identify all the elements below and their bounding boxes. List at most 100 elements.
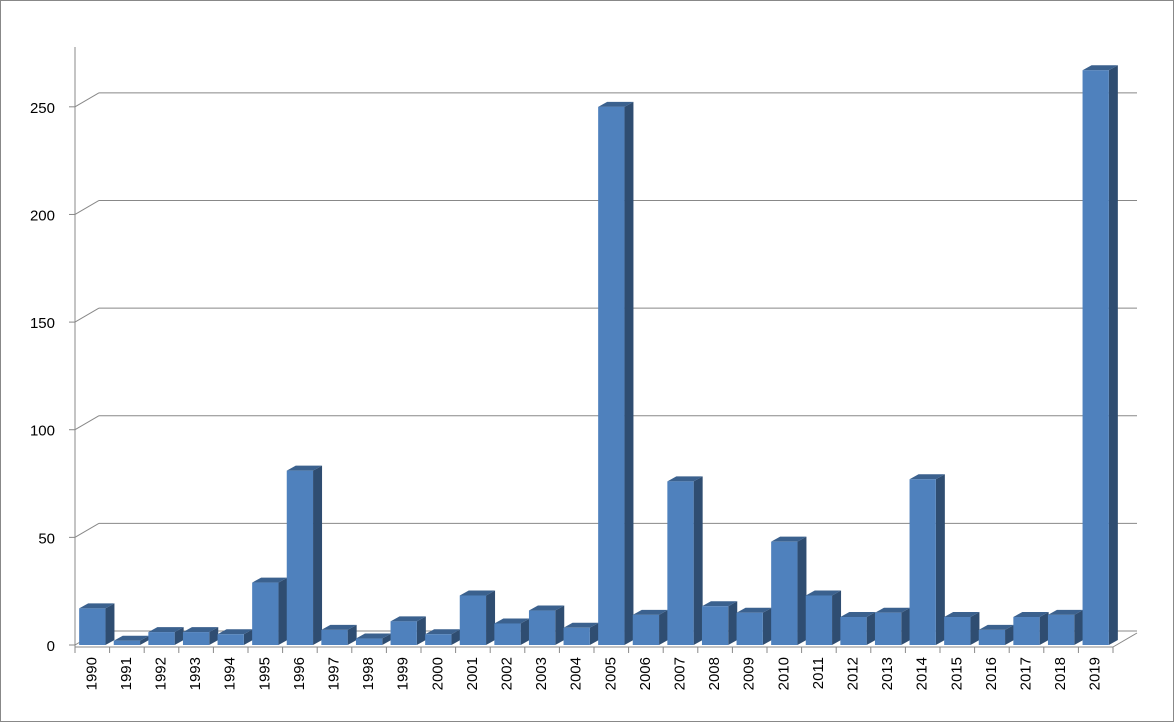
bar-side [866,612,876,645]
x-tick-label: 2006 [637,657,654,690]
bar-side [382,633,392,645]
bar-side [209,627,219,645]
x-tick-label: 2005 [602,657,619,690]
bar [217,634,244,645]
bar [528,610,556,645]
x-tick-label: 2004 [568,657,585,690]
bar-side [140,635,150,645]
bar [771,541,798,645]
grid-line-side [74,92,100,108]
grid-line-side [74,200,100,215]
bar-top [79,603,115,609]
bar-side [555,605,565,645]
x-tick-label: 1997 [325,657,342,690]
bar-top [459,590,496,596]
bar [148,632,175,645]
bar-top [1082,65,1118,71]
bar-top [840,612,876,618]
bar [252,582,279,645]
bar-top [563,622,599,628]
bar-top [528,605,565,611]
bar-top [1013,612,1049,618]
bar-side [1039,612,1049,645]
bar-side [313,465,323,645]
bar-side [728,601,738,645]
bar-top [286,465,323,471]
x-tick-label: 1999 [395,657,412,690]
bar-top [1047,609,1084,615]
bar-top [252,577,288,583]
bar-side [935,474,945,645]
x-tick-label: 2001 [464,657,481,690]
bar [286,470,314,645]
bar-side [970,612,980,645]
bar [805,595,833,645]
bar [667,481,694,645]
bar-top [182,627,219,633]
y-tick-label: 200 [30,207,55,224]
x-tick-label: 1990 [83,657,100,690]
x-tick-label: 2019 [1087,657,1104,690]
grid-line-side [74,307,100,323]
bar-top [425,629,461,635]
bar-top [321,624,357,630]
bar-side [278,577,288,645]
bar [182,632,210,645]
bar [1013,617,1040,645]
x-tick-label: 2018 [1052,657,1069,690]
bar-side [659,609,669,645]
bar-side [901,607,911,645]
bar-side [243,629,253,645]
bar-top [355,633,392,639]
bar-side [1074,609,1084,645]
x-tick-label: 2009 [741,657,758,690]
x-tick-label: 2015 [948,657,965,690]
bar-side [520,618,530,645]
bar-side [416,616,426,645]
bar-top [978,624,1015,630]
bar-top [805,590,842,596]
x-tick-label: 2003 [533,657,550,690]
bar-side [105,603,115,645]
bar-top [217,629,253,635]
bar-top [113,635,150,641]
x-tick-label: 2013 [879,657,896,690]
bar [390,621,417,645]
bar [598,106,625,646]
bar-side [624,101,634,646]
bar [944,617,971,645]
x-tick-label: 1994 [222,657,239,690]
bar-side [693,476,703,645]
x-tick-label: 2000 [429,657,446,690]
bar-top [148,627,184,633]
x-tick-label: 1993 [187,657,204,690]
x-tick-label: 2011 [810,657,827,689]
bar [909,479,936,645]
bar-top [667,476,703,482]
x-tick-label: 1992 [152,657,169,690]
bar-side [1108,65,1118,646]
bar-side [589,622,599,645]
bar [632,614,660,645]
bar-top [944,612,980,618]
bar-top [632,609,669,615]
bar-top [598,101,634,107]
x-tick-label: 2008 [706,657,723,690]
bar [736,612,763,645]
bar [459,595,487,645]
x-tick-label: 2017 [1017,657,1034,690]
x-tick-label: 1998 [360,657,377,690]
bar [113,640,141,645]
y-tick-label: 150 [30,315,55,332]
bar-top [909,474,945,480]
x-tick-label: 2002 [498,657,515,690]
bar [425,634,452,645]
bar-side [451,629,461,645]
x-tick-label: 2010 [775,657,792,690]
y-tick-label: 50 [38,530,55,547]
bar-side [347,624,357,645]
bar-top [390,616,426,622]
grid-line-side [74,415,100,431]
bar-side [486,590,496,645]
